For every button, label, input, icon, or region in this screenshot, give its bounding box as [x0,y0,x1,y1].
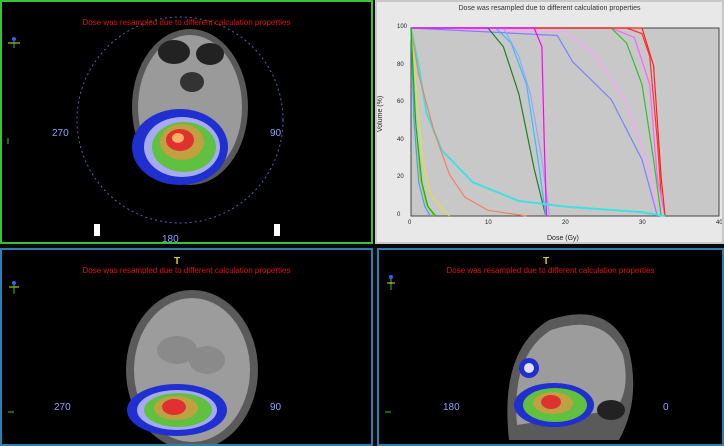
dvh-series-line [410,27,658,217]
angle-label-bottom: 180 [162,234,179,244]
top-marker: T [543,256,550,267]
coronal-view[interactable]: Dose was resampled due to different calc… [0,248,373,446]
dvh-series-line [410,27,431,217]
dvh-series-line [410,27,450,217]
angle-label-left: 270 [52,128,69,139]
dose-warning-text: Dose was resampled due to different calc… [82,266,291,275]
dose-warning-text: Dose was resampled due to different calc… [82,18,291,27]
dvh-series-line [410,27,527,217]
dvh-series-line [411,27,666,217]
x-tick-label: 0 [408,220,412,226]
dvh-series-line [410,27,666,217]
x-axis-label: Dose (Gy) [547,235,579,242]
angle-label-right: 90 [270,128,282,139]
y-axis-label: Volume (%) [377,95,384,132]
y-tick-label: 100 [397,24,408,30]
dvh-series-line [411,27,548,217]
orientation-person-icon [8,280,20,294]
coronal-image [8,290,258,444]
x-tick-label: 10 [485,220,492,226]
dvh-chart-panel[interactable]: Dose was resampled due to different calc… [375,0,724,244]
angle-label-right: 0 [663,402,669,413]
sagittal-view[interactable]: Dose was resampled due to different calc… [377,248,724,446]
dvh-series-line [410,27,658,217]
sagittal-image [385,314,634,440]
dose-warning-text: Dose was resampled due to different calc… [446,266,655,275]
axial-image [7,16,284,236]
dvh-series-line [410,27,437,217]
axial-view[interactable]: Dose was resampled due to different calc… [0,0,373,244]
angle-label-left: 270 [54,402,71,413]
y-tick-label: 0 [397,212,401,218]
dvh-chart [410,27,720,217]
y-tick-label: 20 [397,174,404,181]
y-tick-label: 60 [397,99,404,106]
plot-area [410,27,720,217]
x-tick-label: 20 [562,220,569,226]
angle-label-left: 180 [443,402,460,413]
angle-label-right: 90 [270,402,282,413]
orientation-person-icon [8,36,20,48]
chart-title: Dose was resampled due to different calc… [458,5,641,12]
x-tick-label: 40 [716,220,723,226]
orientation-person-icon [385,274,397,290]
y-tick-label: 80 [397,61,404,68]
x-tick-label: 30 [639,220,646,226]
top-marker: T [174,256,181,267]
y-tick-label: 40 [397,136,404,143]
